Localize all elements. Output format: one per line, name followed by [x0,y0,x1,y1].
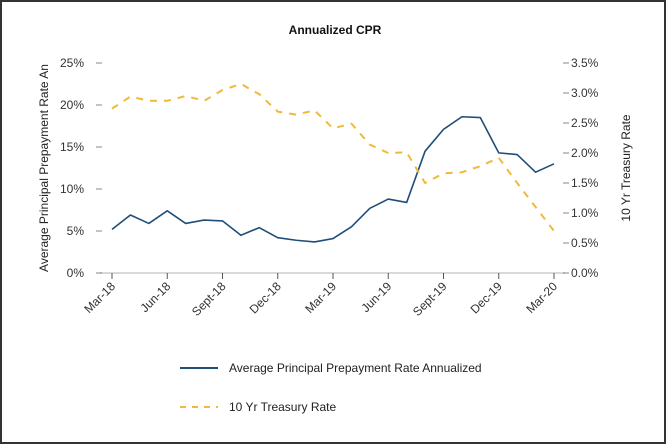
x-tick-label: Sept-19 [410,279,450,319]
left-tick-label: 15% [60,140,84,154]
right-tick-label: 1.5% [571,176,599,190]
treasury-series-line [112,84,554,231]
chart-title: Annualized CPR [289,23,382,37]
right-tick-label: 0.0% [571,266,599,280]
x-tick-label: Dec-18 [247,279,284,316]
cpr-series-line [112,117,554,242]
left-tick-label: 10% [60,182,84,196]
x-tick-label: Jun-19 [359,279,395,315]
left-axis-label: Average Principal Prepayment Rate An [37,64,51,272]
legend: Average Principal Prepayment Rate Annual… [180,361,482,414]
legend-label-treasury: 10 Yr Treasury Rate [229,400,336,414]
right-tick-label: 1.0% [571,206,599,220]
left-tick-label: 20% [60,98,84,112]
left-tick-label: 5% [67,224,85,238]
x-tick-label: Sept-18 [189,279,229,319]
right-axis-label: 10 Yr Treasury Rate [619,114,633,221]
x-tick-label: Jun-18 [138,279,174,315]
x-tick-label: Mar-19 [302,279,339,316]
right-tick-label: 3.0% [571,86,599,100]
x-tick-label: Mar-18 [81,279,118,316]
legend-label-cpr: Average Principal Prepayment Rate Annual… [229,361,482,375]
x-tick-label: Dec-19 [468,279,505,316]
x-tick-label: Mar-20 [523,279,560,316]
right-tick-label: 2.0% [571,146,599,160]
right-tick-label: 3.5% [571,56,599,70]
right-tick-label: 2.5% [571,116,599,130]
left-tick-label: 25% [60,56,84,70]
left-tick-label: 0% [67,266,85,280]
right-tick-label: 0.5% [571,236,599,250]
